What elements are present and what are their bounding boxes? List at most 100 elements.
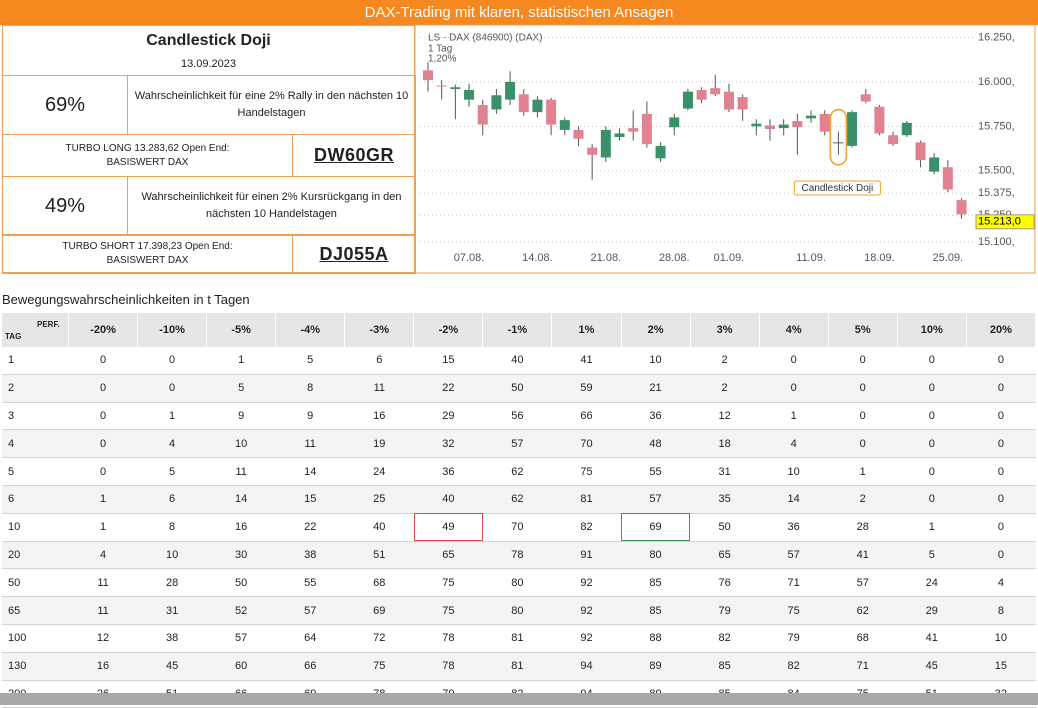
candle-body: [518, 94, 529, 113]
candle-body: [628, 128, 639, 132]
short-product: TURBO SHORT 17.398,23 Open End: BASISWER…: [2, 234, 293, 274]
table-cell: 0: [68, 347, 138, 375]
table-cell: 4: [68, 541, 138, 570]
table-cell: 5: [137, 457, 207, 486]
table-cell: 78: [413, 624, 483, 653]
table-cell: 0: [68, 457, 138, 486]
table-row: 4 0 4 10 11 19 32 57 70 48 18 4 0 0 0: [2, 429, 1036, 459]
x-tick-label: 18.09.: [864, 252, 895, 264]
table-cell: 10: [759, 457, 829, 486]
table-cell: 55: [275, 568, 345, 598]
table-cell: 45: [897, 652, 967, 681]
long-product: TURBO LONG 13.283,62 Open End: BASISWERT…: [2, 134, 293, 177]
table-cell: 22: [413, 374, 483, 403]
table-cell: 31: [137, 596, 207, 625]
candle-body: [505, 81, 516, 100]
candle-body: [819, 113, 830, 132]
table-cell: 2: [828, 485, 898, 514]
x-tick-label: 11.09.: [796, 252, 826, 264]
table-cell: 75: [344, 652, 414, 681]
table-cell: 11: [68, 596, 138, 625]
column-header: 2%: [621, 313, 691, 347]
candle-body: [450, 87, 461, 90]
table-cell: 0: [828, 374, 898, 403]
x-tick-label: 25.09.: [933, 252, 964, 264]
candle-body: [682, 91, 693, 109]
table-cell: 92: [551, 624, 621, 653]
row-header: 5: [2, 457, 69, 486]
chart-subtitle: 1,20%: [428, 54, 456, 65]
candle-body: [901, 122, 912, 136]
table-cell: 38: [275, 541, 345, 570]
column-header: -3%: [344, 313, 415, 347]
table-row: 65 11 31 52 57 69 75 80 92 85 79 75 62 29 8: [2, 596, 1036, 625]
chart-title: LS - DAX (846900) (DAX): [428, 33, 543, 44]
candle-body: [888, 135, 899, 145]
table-cell: 6: [344, 347, 414, 375]
table-cell: 11: [344, 374, 414, 403]
table-cell: 4: [759, 429, 829, 459]
candle-body: [792, 121, 803, 128]
table-cell: 78: [482, 541, 552, 570]
table-cell: 80: [621, 541, 691, 570]
row-header: 20: [2, 541, 69, 570]
table-cell: 85: [621, 568, 691, 598]
row-header: 10: [2, 513, 69, 542]
candle-body: [423, 70, 433, 81]
table-cell: 85: [690, 652, 760, 681]
table-cell: 10: [137, 541, 207, 570]
table-cell: 8: [137, 513, 207, 542]
long-text: Wahrscheinlichkeit für eine 2% Rally in …: [127, 75, 416, 135]
candle-body: [723, 91, 734, 110]
candle-body: [464, 89, 475, 100]
chart-subtitle: 1 Tag: [428, 44, 452, 55]
annotation-box: [793, 180, 881, 196]
corner-cell: PERF. TAG: [2, 313, 69, 347]
table-cell: 57: [206, 624, 276, 653]
x-tick-label: 01.09.: [714, 252, 745, 264]
long-wkn[interactable]: DW60GR: [292, 134, 416, 177]
table-cell: 79: [690, 596, 760, 625]
long-probability: 69%: [2, 75, 128, 135]
table-cell: 64: [275, 624, 345, 653]
candle-body: [929, 157, 940, 172]
candle-body: [751, 123, 762, 127]
table-cell: 10: [206, 429, 276, 459]
y-tick-label: 16.000,: [978, 76, 1015, 88]
table-cell: 52: [206, 596, 276, 625]
table-cell: 36: [621, 402, 691, 431]
row-header: 65: [2, 596, 69, 625]
table-cell: 0: [897, 374, 967, 403]
table-cell: 55: [621, 457, 691, 486]
table-cell: 81: [482, 624, 552, 653]
table-cell: 9: [275, 402, 345, 431]
table-cell: 5: [206, 374, 276, 403]
table-row: 3 0 1 9 9 16 29 56 66 36 12 1 0 0 0: [2, 402, 1036, 431]
candle-body: [710, 88, 721, 95]
table-cell: 21: [621, 374, 691, 403]
table-cell: 75: [759, 596, 829, 625]
table-cell: 81: [551, 485, 621, 514]
table-cell: 85: [621, 596, 691, 625]
table-cell: 30: [206, 541, 276, 570]
table-cell: 70: [482, 513, 552, 542]
table-cell: 89: [621, 652, 691, 681]
last-price-label: 15.213,0: [978, 216, 1021, 228]
signal-panel: Candlestick Doji 13.09.2023 69% Wahrsche…: [2, 25, 416, 274]
column-header: -20%: [68, 313, 139, 347]
table-cell: 15: [275, 485, 345, 514]
column-header: -1%: [482, 313, 553, 347]
table-cell: 80: [482, 568, 552, 598]
table-cell: 0: [68, 429, 138, 459]
x-tick-label: 21.08.: [591, 252, 622, 264]
table-cell: 82: [690, 624, 760, 653]
row-header: 4: [2, 429, 69, 459]
table-cell: 65: [690, 541, 760, 570]
candle-body: [847, 112, 858, 146]
table-cell: 14: [206, 485, 276, 514]
y-tick-label: 16.250,: [978, 31, 1015, 43]
table-cell: 0: [966, 374, 1036, 403]
table-cell: 50: [206, 568, 276, 598]
short-wkn[interactable]: DJ055A: [292, 234, 416, 274]
table-cell: 0: [966, 513, 1036, 542]
